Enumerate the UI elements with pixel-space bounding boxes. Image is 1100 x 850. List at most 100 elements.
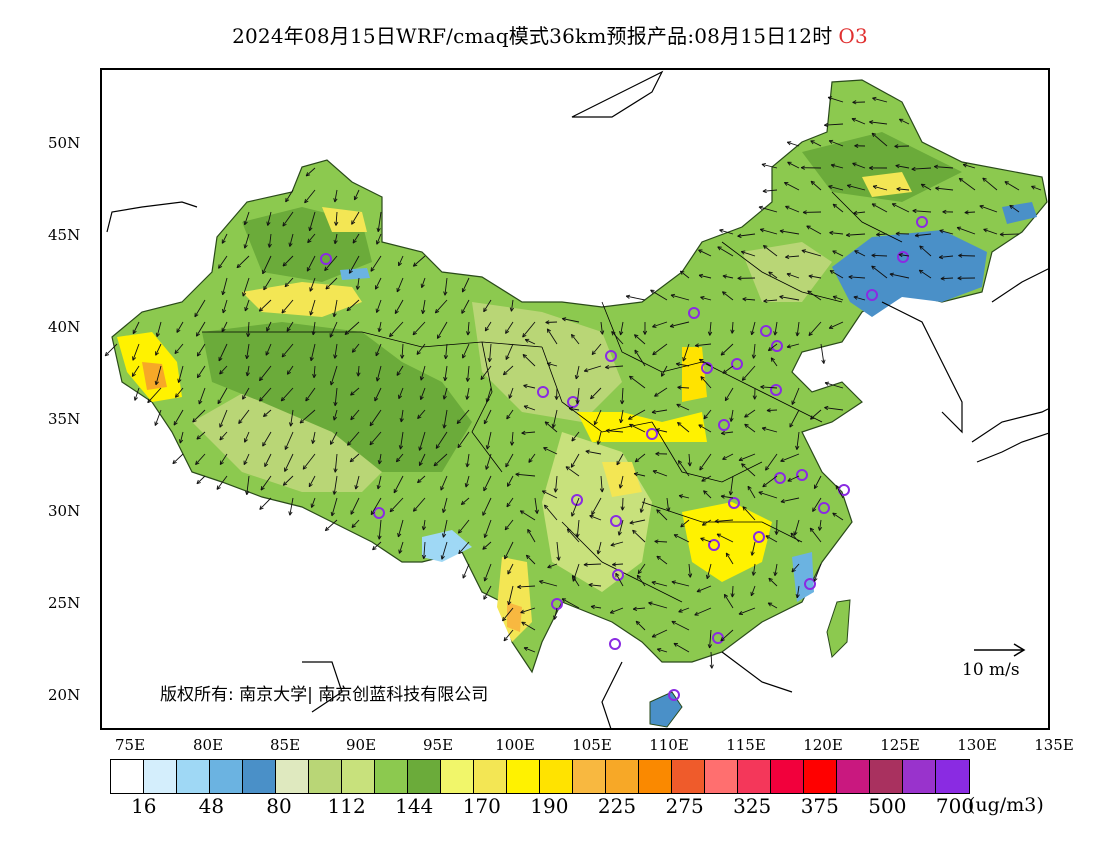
wind-vector xyxy=(940,276,954,281)
wind-vector xyxy=(590,604,602,610)
wind-vector xyxy=(177,365,184,383)
wind-vector xyxy=(310,497,316,508)
wind-vector xyxy=(553,607,558,620)
wind-vector xyxy=(104,343,118,357)
wind-vector xyxy=(752,387,757,400)
wind-vector xyxy=(728,475,734,496)
wind-vector xyxy=(920,183,932,191)
wind-vector xyxy=(304,189,316,204)
wind-vector xyxy=(768,577,778,587)
wind-vector xyxy=(696,585,712,593)
wind-vector xyxy=(462,343,470,359)
wind-vector xyxy=(911,166,932,172)
wind-vector xyxy=(762,245,778,257)
wind-vector xyxy=(703,490,712,499)
wind-vector xyxy=(610,541,624,547)
wind-vector xyxy=(266,211,272,226)
wind-vector xyxy=(737,276,756,281)
wind-vector xyxy=(983,228,998,235)
province-borders xyxy=(202,191,903,603)
lon-label: 115E xyxy=(726,736,766,754)
wind-vector xyxy=(830,163,844,169)
wind-vector xyxy=(575,519,580,538)
wind-vector xyxy=(773,563,778,576)
wind-vector xyxy=(329,321,338,338)
colorbar-swatch xyxy=(870,760,903,793)
monitoring-station-marker xyxy=(609,638,621,650)
lon-label: 85E xyxy=(269,736,301,754)
wind-vector xyxy=(330,431,338,445)
wind-vector xyxy=(964,210,976,215)
colorbar-label: 112 xyxy=(327,794,366,818)
wind-vector xyxy=(828,139,844,147)
wind-vector xyxy=(677,421,690,433)
wind-vector xyxy=(553,475,558,493)
colorbar-swatch xyxy=(903,760,936,793)
wind-vector xyxy=(730,585,735,598)
wind-vector xyxy=(196,431,206,440)
wind-vector xyxy=(652,469,668,477)
wind-scale-label: 10 m/s xyxy=(962,660,1020,680)
wind-vector xyxy=(281,343,294,358)
wind-vector xyxy=(265,343,272,356)
wind-vector xyxy=(305,387,316,402)
wind-vector xyxy=(812,497,822,512)
wind-vector xyxy=(786,272,800,279)
wind-vector xyxy=(420,277,426,289)
wind-vector xyxy=(236,255,250,269)
wind-vector xyxy=(1004,181,1020,191)
wind-vector xyxy=(677,385,690,390)
wind-vector xyxy=(502,365,514,376)
wind-vector xyxy=(370,497,382,516)
wind-vector xyxy=(583,365,602,373)
wind-vector xyxy=(829,230,844,236)
wind-vector xyxy=(871,203,888,213)
wind-vector xyxy=(829,270,844,279)
wind-vector xyxy=(853,210,866,216)
wind-vector xyxy=(554,387,559,400)
lat-label: 30N xyxy=(48,502,81,520)
wind-vector xyxy=(1031,185,1042,191)
monitoring-station-marker xyxy=(866,289,878,301)
wind-vector xyxy=(629,375,646,389)
wind-vector xyxy=(723,593,734,609)
lon-label: 125E xyxy=(880,736,920,754)
wind-vector xyxy=(785,254,800,260)
wind-vector xyxy=(487,343,492,363)
pollutant-label: O3 xyxy=(838,24,868,48)
lon-label: 95E xyxy=(422,736,454,754)
wind-vector xyxy=(871,265,888,279)
wind-vector xyxy=(786,343,800,349)
wind-vector xyxy=(780,497,800,504)
wind-vector xyxy=(956,226,976,235)
lon-label: 110E xyxy=(649,736,689,754)
wind-vector xyxy=(810,409,822,420)
chart-title: 2024年08月15日WRF/cmaq模式36km预报产品:08月15日12时 O… xyxy=(0,20,1100,49)
wind-vector xyxy=(556,541,561,561)
wind-vector xyxy=(871,253,888,258)
wind-vector xyxy=(440,541,448,560)
wind-vector xyxy=(635,620,646,631)
wind-vector xyxy=(262,431,272,447)
wind-vector xyxy=(750,541,756,556)
wind-vector xyxy=(724,387,734,402)
wind-vector xyxy=(485,453,492,470)
wind-vector xyxy=(259,497,272,510)
wind-vector xyxy=(195,453,206,466)
colorbar-label: 375 xyxy=(800,794,839,818)
wind-vector xyxy=(673,534,690,543)
wind-vector xyxy=(716,533,734,543)
region-yellow xyxy=(577,412,707,442)
wind-vector xyxy=(243,233,250,249)
colorbar xyxy=(110,759,970,794)
wind-vector xyxy=(443,343,449,360)
wind-vector xyxy=(282,255,294,267)
wind-vector xyxy=(443,277,448,296)
wind-vector xyxy=(485,431,492,450)
wind-vector xyxy=(347,431,360,446)
lon-label: 105E xyxy=(572,736,612,754)
colorbar-swatch xyxy=(639,760,672,793)
colorbar-label: 190 xyxy=(530,794,569,818)
wind-vector xyxy=(596,431,602,445)
wind-vector xyxy=(832,203,844,213)
